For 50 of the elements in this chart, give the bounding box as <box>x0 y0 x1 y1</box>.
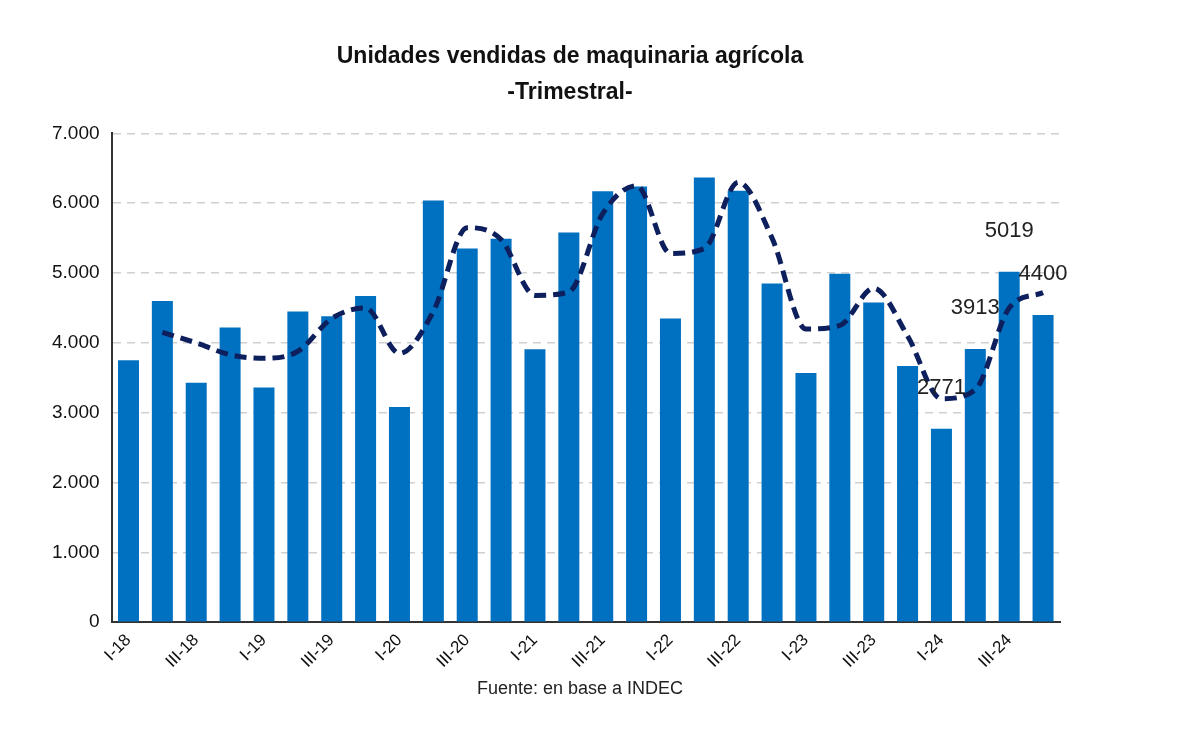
bar <box>592 191 614 622</box>
bar <box>422 200 444 622</box>
y-tick-label: 5.000 <box>52 261 100 283</box>
x-tick-label: I-22 <box>642 630 677 665</box>
y-tick-label: 3.000 <box>52 400 100 422</box>
bar <box>253 387 275 622</box>
bar <box>761 283 783 622</box>
bar <box>626 186 648 622</box>
bar <box>829 273 851 622</box>
x-tick-label: I-24 <box>913 630 948 665</box>
x-tick-label: I-23 <box>777 630 813 665</box>
bar <box>219 327 241 622</box>
bar <box>1032 314 1054 622</box>
chart-subtitle: -Trimestral- <box>506 78 634 105</box>
bar <box>388 407 410 622</box>
bar <box>930 428 952 622</box>
bar <box>795 372 817 622</box>
source-note: Fuente: en base a INDEC <box>475 678 685 699</box>
bar <box>185 382 207 622</box>
bar <box>355 296 377 622</box>
data-label: 5019 <box>984 216 1034 242</box>
bar <box>151 300 173 622</box>
y-tick-label: 6.000 <box>52 191 100 213</box>
bar <box>558 232 580 622</box>
bar <box>490 238 512 622</box>
chart-title: Unidades vendidas de maquinaria agrícola <box>335 42 805 69</box>
y-tick-label: 0 <box>88 610 100 632</box>
bar <box>897 365 919 622</box>
bar <box>287 311 309 622</box>
bar <box>117 360 139 622</box>
bar <box>659 318 681 622</box>
data-label: 4400 <box>1018 260 1068 286</box>
bar <box>524 349 546 622</box>
y-tick-label: 7.000 <box>52 121 100 143</box>
bar <box>964 348 986 622</box>
bar <box>456 248 478 622</box>
x-tick-label: I-20 <box>371 630 406 665</box>
y-tick-label: 4.000 <box>52 331 100 353</box>
bar <box>727 190 749 622</box>
bar <box>321 316 343 622</box>
x-tick-label: I-19 <box>235 630 271 665</box>
bar <box>863 302 885 622</box>
data-label: 3913 <box>950 294 1000 320</box>
bar <box>998 271 1020 622</box>
data-label: 2771 <box>916 373 966 399</box>
x-tick-label: I-18 <box>100 630 135 665</box>
x-tick-label: I-21 <box>506 630 542 665</box>
y-tick-label: 1.000 <box>52 540 100 562</box>
y-tick-label: 2.000 <box>52 470 100 492</box>
bar <box>693 177 715 622</box>
